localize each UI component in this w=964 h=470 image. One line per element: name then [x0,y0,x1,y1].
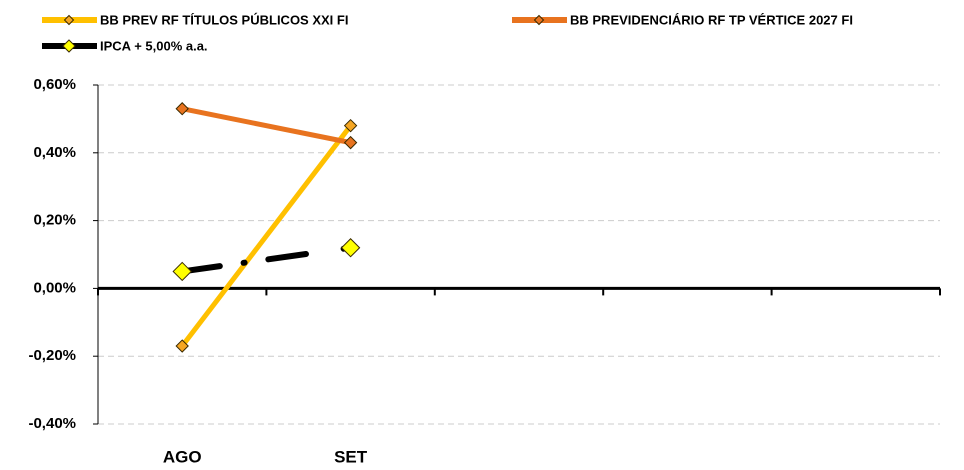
legend-label: IPCA + 5,00% a.a. [100,38,208,53]
legend-marker [63,14,75,26]
legend-label: BB PREVIDENCIÁRIO RF TP VÉRTICE 2027 FI [570,12,853,27]
x-tick-label: AGO [163,447,202,466]
series-line [179,123,354,349]
y-tick-label: 0,20% [33,212,76,229]
legend-label: BB PREV RF TÍTULOS PÚBLICOS XXI FI [100,12,348,27]
y-tick-label: 0,60% [33,76,76,93]
marker [343,118,358,133]
marker [340,238,361,258]
y-tick-label: -0,20% [28,347,76,364]
y-tick-label: 0,40% [33,144,76,161]
y-tick-label: -0,40% [28,415,76,432]
y-tick-label: 0,00% [33,279,76,296]
legend-marker [62,39,76,53]
series-line [179,244,354,275]
marker [175,339,189,353]
marker [175,102,189,116]
legend-marker [533,14,545,26]
x-tick-label: SET [334,447,368,466]
series-line [179,106,354,146]
marker [343,135,358,150]
marker [172,261,192,282]
